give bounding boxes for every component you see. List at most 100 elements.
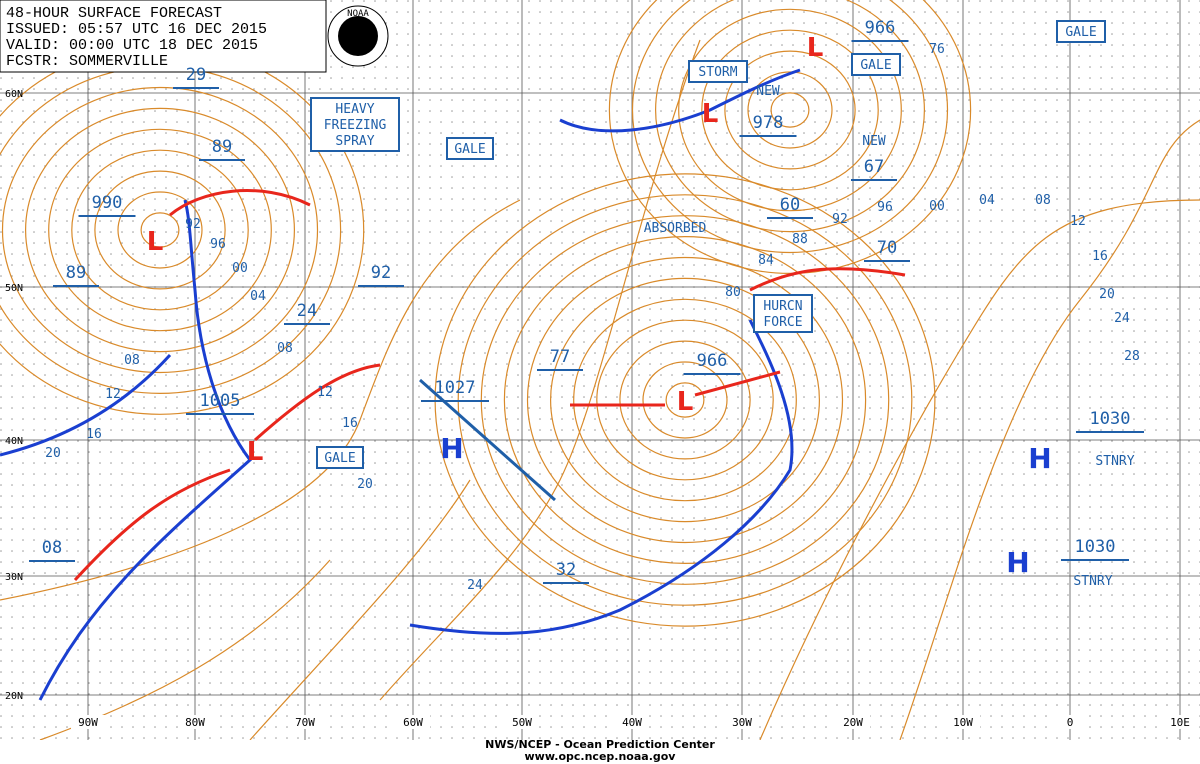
isobar-label: 92 xyxy=(185,217,201,232)
front xyxy=(749,267,906,292)
warning-box xyxy=(851,53,901,76)
front xyxy=(409,319,794,635)
lon-label: 20W xyxy=(843,716,863,729)
lon-label-bg xyxy=(1163,715,1197,729)
high-center: H xyxy=(1028,442,1051,475)
isobar xyxy=(631,0,949,254)
isobar-label: 20 xyxy=(45,446,61,461)
pressure-label: 1027 xyxy=(435,378,476,398)
pressure-label: 60 xyxy=(780,195,800,215)
isobar-label: 08 xyxy=(277,341,293,356)
front xyxy=(0,353,172,457)
lon-label: 10E xyxy=(1170,716,1190,729)
warning-text: FREEZING xyxy=(324,118,387,133)
warning-box xyxy=(310,97,400,152)
low-center: L xyxy=(247,437,264,467)
header-line: 48-HOUR SURFACE FORECAST xyxy=(6,5,222,22)
isobar xyxy=(899,119,1200,741)
front xyxy=(73,468,231,582)
isobar xyxy=(140,212,180,248)
isobar-label: 08 xyxy=(124,353,140,368)
lon-label: 90W xyxy=(78,716,98,729)
lat-label: 60N xyxy=(5,89,23,100)
pressure-label: 1005 xyxy=(200,391,241,411)
lon-label: 0 xyxy=(1067,716,1074,729)
pressure-label: 24 xyxy=(297,301,317,321)
isobar xyxy=(701,29,879,191)
pressure-label: 08 xyxy=(42,538,62,558)
low-center: L xyxy=(677,387,694,417)
isobar xyxy=(619,340,751,460)
isobar xyxy=(724,50,856,170)
pressure-label: 1030 xyxy=(1075,537,1116,557)
pressure-label: 89 xyxy=(66,263,86,283)
lon-label-bg xyxy=(725,715,759,729)
isobar xyxy=(1,86,319,374)
isobar-label: 24 xyxy=(1114,311,1130,326)
note: ABSORBED xyxy=(644,221,707,236)
isobar-label: 00 xyxy=(929,199,945,214)
note: STNRY xyxy=(1095,454,1134,469)
lon-label-bg xyxy=(288,715,322,729)
front xyxy=(694,370,781,397)
isobar-label: 04 xyxy=(979,193,995,208)
isobar-label: 84 xyxy=(758,253,774,268)
note: NEW xyxy=(756,84,780,99)
pressure-label: 92 xyxy=(371,263,391,283)
isobar-label: 80 xyxy=(725,285,741,300)
pressure-label: 77 xyxy=(550,347,570,367)
warning-box xyxy=(753,294,813,333)
isobar xyxy=(573,298,797,502)
isobar xyxy=(117,191,203,269)
isobar-label: 16 xyxy=(342,416,358,431)
isobar-label: 16 xyxy=(86,427,102,442)
high-center: H xyxy=(1006,546,1029,579)
isobar-label: 24 xyxy=(467,578,483,593)
pressure-label: 70 xyxy=(877,238,897,258)
pressure-label: 990 xyxy=(92,193,123,213)
isobar-label: 92 xyxy=(832,212,848,227)
isobar xyxy=(503,236,867,564)
lon-label: 30W xyxy=(732,716,752,729)
warning-text: HEAVY xyxy=(335,102,374,117)
pressure-label: 1030 xyxy=(1090,409,1131,429)
warning-box xyxy=(446,137,494,160)
pressure-label: 978 xyxy=(753,113,784,133)
isobar xyxy=(770,92,810,128)
footer-bg xyxy=(0,740,1200,764)
front xyxy=(169,189,311,217)
note: NEW xyxy=(862,134,886,149)
lat-label: 30N xyxy=(5,572,23,583)
lon-label: 70W xyxy=(295,716,315,729)
lon-label: 50W xyxy=(512,716,532,729)
isobar xyxy=(655,0,925,233)
isobar-label: 08 xyxy=(1035,193,1051,208)
isobar-label: 28 xyxy=(1124,349,1140,364)
lon-label: 80W xyxy=(185,716,205,729)
lon-label-bg xyxy=(178,715,212,729)
isobar-label: 88 xyxy=(792,232,808,247)
pressure-label: 89 xyxy=(212,137,232,157)
isobar xyxy=(0,199,521,601)
front xyxy=(38,199,253,701)
isobar-label: 12 xyxy=(105,387,121,402)
header-line: VALID: 00:00 UTC 18 DEC 2015 xyxy=(6,37,258,54)
isobar xyxy=(678,8,902,212)
isobar xyxy=(665,382,705,418)
isobar xyxy=(526,256,844,544)
footer-line: www.opc.ncep.noaa.gov xyxy=(525,750,677,763)
low-center: L xyxy=(147,227,164,257)
warning-text: GALE xyxy=(454,142,485,157)
isobar-label: 04 xyxy=(250,289,266,304)
isobar xyxy=(596,319,774,481)
lon-label: 40W xyxy=(622,716,642,729)
front xyxy=(254,363,381,442)
isobar xyxy=(94,170,226,290)
warning-text: STORM xyxy=(698,65,737,80)
header-line: ISSUED: 05:57 UTC 16 DEC 2015 xyxy=(6,21,267,38)
lon-label-bg xyxy=(71,715,105,729)
isobar xyxy=(759,199,1200,741)
header-box xyxy=(0,0,327,73)
